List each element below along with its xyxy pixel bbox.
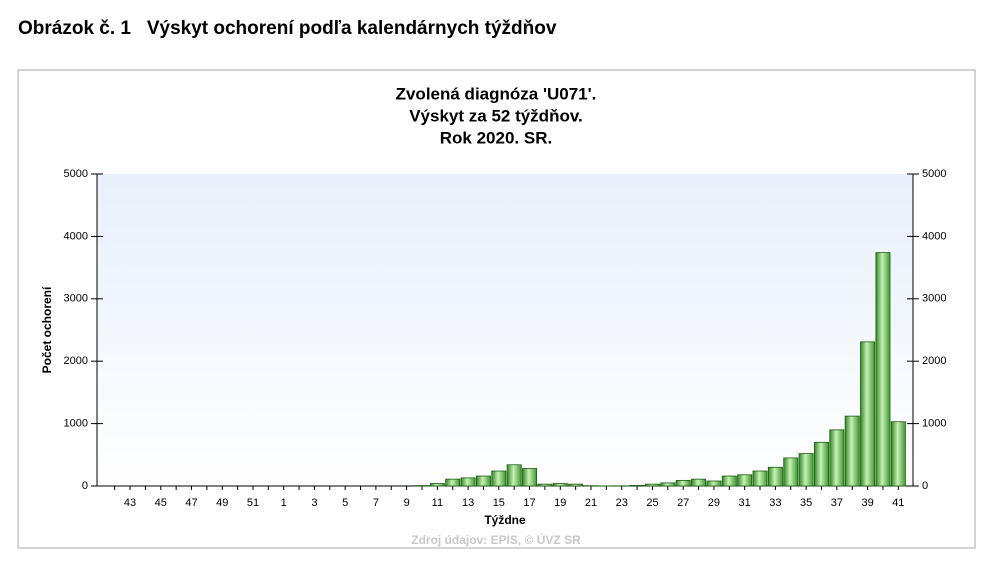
- x-tick-label: 21: [585, 497, 597, 509]
- bar: [675, 479, 691, 487]
- y2-tick-label: 0: [922, 480, 928, 492]
- x-tick-label: 11: [432, 497, 443, 509]
- x-axis-label: Týždne: [484, 513, 526, 527]
- heading: Obrázok č. 1 Výskyt ochorení podľa kalen…: [18, 18, 557, 39]
- bar: [691, 478, 707, 487]
- x-tick-label: 17: [523, 497, 535, 509]
- bar: [814, 441, 829, 487]
- y2-tick-label: 4000: [922, 230, 946, 242]
- x-tick-label: 23: [616, 497, 628, 509]
- bar: [445, 478, 461, 487]
- x-tick-label: 3: [311, 497, 317, 509]
- bar: [568, 483, 584, 487]
- y2-tick-label: 5000: [922, 168, 946, 180]
- x-tick-label: 39: [861, 497, 873, 509]
- x-tick-label: 7: [373, 497, 379, 509]
- bar: [522, 468, 538, 487]
- x-tick-label: 25: [646, 497, 658, 509]
- bar: [860, 341, 876, 487]
- bar: [460, 477, 476, 487]
- y-tick-label: 4000: [64, 230, 88, 242]
- bar: [552, 483, 568, 487]
- bar: [767, 466, 783, 487]
- y2-tick-label: 1000: [922, 418, 946, 430]
- x-tick-label: 43: [124, 497, 136, 509]
- x-tick-label: 31: [739, 497, 751, 509]
- bar: [645, 483, 660, 487]
- x-tick-label: 29: [708, 497, 720, 509]
- plot-area: [97, 174, 913, 486]
- y-tick-label: 0: [82, 480, 88, 492]
- y2-tick-label: 2000: [922, 355, 946, 367]
- x-tick-label: 27: [677, 497, 689, 509]
- bar: [721, 475, 737, 487]
- x-tick-label: 45: [155, 497, 167, 509]
- x-tick-label: 47: [185, 497, 197, 509]
- bar: [890, 421, 906, 487]
- bar: [783, 457, 799, 487]
- chart-title: Výskyt za 52 týždňov.: [409, 106, 583, 125]
- y-axis-label: Počet ochorení: [40, 286, 54, 373]
- bar: [506, 464, 522, 487]
- bar: [706, 480, 722, 487]
- bar: [660, 482, 676, 487]
- y-tick-label: 1000: [64, 418, 88, 430]
- x-tick-label: 1: [281, 497, 287, 509]
- x-tick-label: 35: [800, 497, 812, 509]
- x-tick-label: 51: [247, 497, 259, 509]
- y-tick-label: 3000: [64, 293, 88, 305]
- x-tick-label: 13: [462, 497, 474, 509]
- chart-title: Zvolená diagnóza 'U071'.: [396, 84, 597, 103]
- bar: [491, 470, 507, 487]
- source: Zdroj údajov: EPIS, © ÚVZ SR: [411, 532, 581, 547]
- x-tick-label: 49: [216, 497, 228, 509]
- chart-title: Rok 2020. SR.: [440, 128, 552, 147]
- bar: [844, 415, 860, 487]
- x-tick-label: 9: [404, 497, 410, 509]
- x-tick-label: 19: [554, 497, 566, 509]
- bar: [737, 474, 753, 487]
- bar: [475, 475, 491, 487]
- x-tick-label: 5: [342, 497, 348, 509]
- bar: [537, 483, 553, 487]
- bar: [629, 484, 645, 487]
- bar: [875, 252, 891, 487]
- bar: [798, 453, 814, 487]
- bar: [429, 483, 445, 487]
- y2-tick-label: 3000: [922, 293, 946, 305]
- y-tick-label: 5000: [64, 168, 88, 180]
- x-tick-label: 33: [769, 497, 781, 509]
- x-tick-label: 41: [892, 497, 904, 509]
- x-tick-label: 37: [831, 497, 843, 509]
- bar: [829, 429, 845, 487]
- y-tick-label: 2000: [64, 355, 88, 367]
- x-tick-label: 15: [493, 497, 505, 509]
- bar: [752, 470, 768, 487]
